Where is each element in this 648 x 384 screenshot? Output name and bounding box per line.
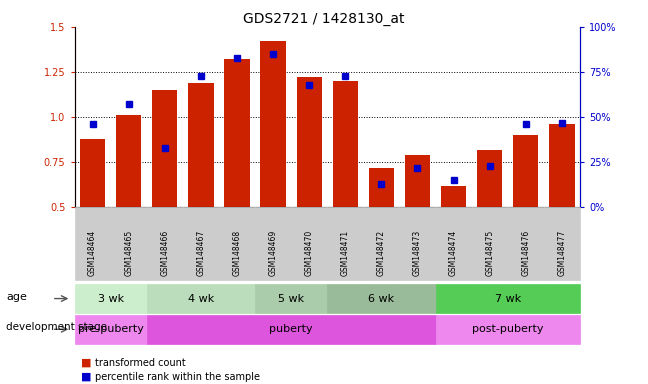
Bar (513, 135, 538, 207)
Bar (224, 60, 249, 207)
Text: puberty: puberty (270, 324, 313, 334)
Text: ■: ■ (81, 358, 91, 368)
Bar (260, 41, 286, 207)
Text: 4 wk: 4 wk (188, 293, 214, 304)
Bar (405, 155, 430, 207)
Text: GSM148467: GSM148467 (196, 230, 205, 276)
Text: GSM148466: GSM148466 (160, 230, 169, 276)
Text: 7 wk: 7 wk (494, 293, 521, 304)
Text: GSM148474: GSM148474 (449, 230, 458, 276)
Text: 5 wk: 5 wk (278, 293, 304, 304)
Text: GSM148464: GSM148464 (88, 230, 97, 276)
Bar (152, 90, 178, 207)
Bar (369, 168, 394, 207)
Text: GDS2721 / 1428130_at: GDS2721 / 1428130_at (243, 12, 405, 25)
Bar (550, 124, 575, 207)
Text: percentile rank within the sample: percentile rank within the sample (95, 372, 260, 382)
Bar (297, 78, 322, 207)
Bar (441, 186, 467, 207)
Text: transformed count: transformed count (95, 358, 186, 368)
Text: GSM148470: GSM148470 (305, 230, 314, 276)
Bar (116, 115, 141, 207)
Text: ■: ■ (81, 372, 91, 382)
Text: GSM148476: GSM148476 (521, 230, 530, 276)
Text: post-puberty: post-puberty (472, 324, 544, 334)
Bar (477, 150, 502, 207)
Bar (80, 139, 105, 207)
Text: GSM148475: GSM148475 (485, 230, 494, 276)
Text: GSM148473: GSM148473 (413, 230, 422, 276)
Text: pre-puberty: pre-puberty (78, 324, 144, 334)
Text: GSM148469: GSM148469 (268, 230, 277, 276)
Text: GSM148477: GSM148477 (557, 230, 566, 276)
Text: GSM148468: GSM148468 (233, 230, 242, 276)
Text: age: age (6, 291, 27, 302)
Bar (189, 83, 214, 207)
Text: 6 wk: 6 wk (368, 293, 395, 304)
Text: GSM148471: GSM148471 (341, 230, 350, 276)
Bar (332, 81, 358, 207)
Text: development stage: development stage (6, 322, 108, 333)
Text: GSM148472: GSM148472 (377, 230, 386, 276)
Text: 3 wk: 3 wk (98, 293, 124, 304)
Text: GSM148465: GSM148465 (124, 230, 133, 276)
